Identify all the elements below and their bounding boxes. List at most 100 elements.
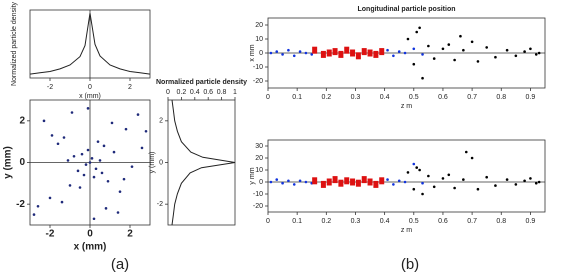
- point: [427, 174, 430, 178]
- point: [379, 177, 385, 185]
- point: [485, 46, 488, 49]
- point: [441, 47, 445, 51]
- point: [100, 171, 104, 175]
- point: [32, 213, 36, 216]
- y-tick-label: 2: [19, 115, 25, 126]
- point: [82, 173, 86, 177]
- point: [344, 177, 350, 185]
- point: [406, 171, 410, 174]
- point: [304, 180, 308, 184]
- point: [412, 187, 416, 191]
- y-tick-label: -20: [253, 203, 263, 210]
- point: [298, 50, 302, 53]
- point: [412, 47, 416, 51]
- point: [144, 129, 148, 133]
- point: [66, 159, 70, 162]
- point: [90, 157, 94, 160]
- point: [534, 53, 538, 56]
- point: [116, 211, 120, 214]
- chart-title: Longitudinal particle position: [358, 6, 456, 13]
- point: [312, 177, 318, 185]
- point: [397, 179, 401, 183]
- x-tick-label: -2: [46, 229, 55, 240]
- x-tick-label: 0.7: [467, 94, 477, 101]
- point: [50, 134, 54, 137]
- point: [42, 119, 46, 123]
- point: [88, 161, 92, 164]
- point: [537, 51, 541, 55]
- point: [292, 183, 296, 186]
- point: [338, 179, 344, 187]
- point: [275, 178, 279, 181]
- point: [447, 173, 451, 177]
- point: [418, 26, 421, 30]
- point: [102, 144, 106, 148]
- panel-caption: (a): [111, 256, 129, 273]
- x-tick-label: 0.7: [467, 218, 477, 225]
- point: [326, 49, 332, 57]
- point: [355, 52, 361, 60]
- point: [287, 179, 290, 183]
- x-tick-label: 0.4: [190, 89, 200, 96]
- point: [84, 163, 88, 166]
- y-tick-label: 20: [255, 22, 263, 29]
- point: [112, 150, 116, 154]
- point: [92, 175, 96, 179]
- point: [427, 44, 430, 48]
- point: [470, 156, 474, 160]
- point: [287, 48, 290, 52]
- point: [98, 159, 102, 162]
- point: [421, 192, 424, 196]
- point: [447, 43, 451, 46]
- point: [397, 50, 401, 53]
- point: [421, 53, 424, 56]
- point: [275, 50, 279, 53]
- point: [298, 179, 302, 183]
- point: [92, 217, 96, 221]
- point: [432, 57, 436, 60]
- x-axis-label: z m: [401, 103, 412, 110]
- x-tick-label: 0.2: [321, 218, 331, 225]
- y-tick-label: 30: [255, 143, 263, 150]
- point: [367, 178, 373, 186]
- point: [415, 166, 419, 169]
- x-tick-label: 0.5: [409, 94, 419, 101]
- y-axis-label: y (mm): [149, 152, 156, 174]
- point: [386, 48, 389, 52]
- point: [505, 178, 509, 181]
- point: [421, 76, 424, 80]
- point: [338, 50, 344, 58]
- y-tick-label: -10: [253, 191, 263, 198]
- point: [361, 48, 367, 56]
- point: [118, 190, 122, 193]
- point: [332, 48, 338, 56]
- y-tick-label: 0: [259, 50, 263, 57]
- point: [96, 140, 100, 143]
- point: [476, 60, 480, 63]
- x-axis-label: z m: [401, 227, 412, 234]
- x-tick-label: 0.8: [496, 218, 506, 225]
- x-tick-label: 0.4: [380, 94, 390, 101]
- point: [320, 50, 326, 58]
- point: [312, 46, 318, 54]
- x-tick-label: 0: [88, 84, 92, 91]
- point: [326, 178, 332, 186]
- y-tick-label: -2: [157, 201, 163, 208]
- point: [529, 177, 532, 180]
- x-axis-label: x (mm): [74, 242, 107, 253]
- point: [537, 180, 541, 184]
- point: [470, 40, 474, 44]
- point: [62, 136, 66, 139]
- x-tick-label: -2: [47, 84, 53, 91]
- point: [344, 46, 350, 54]
- point: [367, 49, 373, 57]
- y-tick-label: 2: [159, 118, 163, 125]
- x-tick-label: 0.4: [380, 218, 390, 225]
- point: [94, 167, 98, 171]
- point: [421, 181, 424, 185]
- point: [76, 169, 80, 173]
- point: [441, 177, 445, 180]
- point: [122, 177, 126, 181]
- point: [523, 50, 526, 53]
